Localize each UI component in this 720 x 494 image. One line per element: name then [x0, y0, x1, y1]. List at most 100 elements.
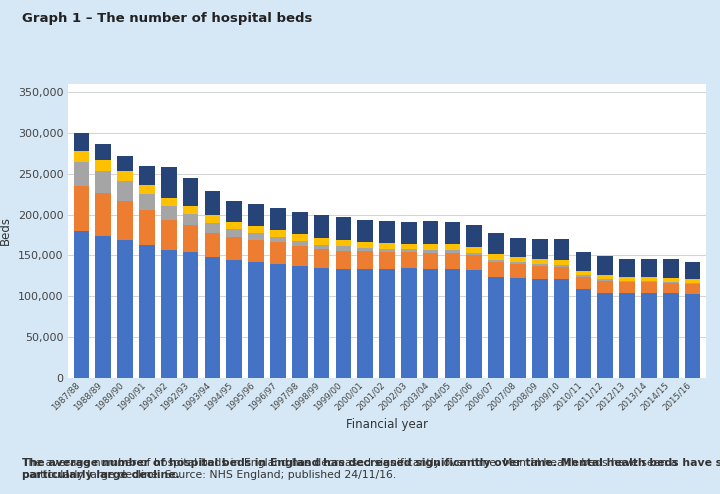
Bar [598, 256, 613, 275]
Bar [467, 247, 482, 253]
Bar [292, 234, 307, 241]
Bar [226, 222, 242, 229]
Bar [226, 201, 242, 222]
Bar [532, 264, 548, 266]
Bar [532, 259, 548, 264]
Bar [161, 206, 176, 219]
Bar [204, 257, 220, 378]
Bar [554, 267, 570, 279]
Bar [554, 239, 570, 260]
Bar [270, 243, 286, 264]
Bar [226, 229, 242, 238]
Bar [401, 249, 417, 252]
Bar [270, 264, 286, 378]
Bar [183, 206, 199, 214]
Text: Graph 1 – The number of hospital beds: Graph 1 – The number of hospital beds [22, 12, 312, 25]
Bar [336, 217, 351, 241]
Bar [183, 225, 199, 252]
Bar [183, 252, 199, 378]
Bar [357, 251, 373, 269]
Bar [445, 250, 460, 253]
Bar [598, 275, 613, 279]
Bar [73, 151, 89, 162]
Bar [204, 233, 220, 257]
Text: The average number of hospital beds in England has decreased significantly over : The average number of hospital beds in E… [22, 458, 720, 480]
Bar [532, 279, 548, 378]
Bar [685, 284, 701, 294]
Bar [619, 259, 635, 277]
Bar [292, 241, 307, 246]
Bar [575, 277, 591, 289]
Bar [204, 191, 220, 215]
Bar [314, 238, 329, 245]
Bar [248, 233, 264, 240]
Bar [161, 250, 176, 378]
Bar [423, 269, 438, 378]
Bar [336, 269, 351, 378]
Bar [619, 283, 635, 293]
Bar [314, 268, 329, 378]
Bar [467, 225, 482, 247]
Bar [554, 260, 570, 265]
Bar [139, 194, 155, 210]
Bar [292, 246, 307, 266]
Bar [510, 264, 526, 278]
Bar [401, 244, 417, 249]
Bar [73, 231, 89, 378]
Bar [532, 266, 548, 279]
Bar [117, 171, 133, 181]
Bar [619, 281, 635, 283]
Bar [73, 162, 89, 186]
Y-axis label: Beds: Beds [0, 216, 12, 246]
Bar [379, 252, 395, 269]
Bar [73, 186, 89, 231]
Bar [379, 269, 395, 378]
Bar [467, 270, 482, 378]
Bar [270, 230, 286, 237]
Bar [96, 193, 111, 236]
Bar [96, 161, 111, 170]
Bar [248, 262, 264, 378]
Bar [226, 260, 242, 378]
Bar [226, 238, 242, 260]
Bar [96, 236, 111, 378]
Bar [314, 249, 329, 268]
Bar [73, 133, 89, 151]
Bar [423, 250, 438, 253]
Bar [619, 277, 635, 281]
Bar [685, 279, 701, 283]
Bar [248, 240, 264, 262]
Bar [445, 253, 460, 269]
Bar [488, 254, 504, 259]
Bar [510, 262, 526, 264]
Bar [139, 185, 155, 194]
Bar [379, 221, 395, 243]
Bar [357, 269, 373, 378]
Bar [685, 294, 701, 378]
Bar [314, 214, 329, 238]
Bar [248, 226, 264, 233]
Bar [423, 253, 438, 269]
Bar [445, 221, 460, 245]
Bar [467, 253, 482, 255]
Text: The average number of hospital beds in England has decreased significantly over : The average number of hospital beds in E… [22, 458, 677, 480]
Bar [117, 240, 133, 378]
Bar [575, 252, 591, 271]
Bar [336, 241, 351, 247]
Bar [117, 201, 133, 240]
Bar [510, 238, 526, 257]
X-axis label: Financial year: Financial year [346, 418, 428, 431]
Bar [575, 289, 591, 378]
Bar [183, 178, 199, 206]
Bar [488, 233, 504, 254]
Bar [357, 219, 373, 242]
Bar [641, 293, 657, 378]
Bar [401, 268, 417, 378]
Bar [357, 247, 373, 251]
Bar [379, 243, 395, 249]
Bar [204, 223, 220, 233]
Bar [532, 239, 548, 259]
Bar [248, 205, 264, 226]
Bar [139, 210, 155, 245]
Bar [336, 247, 351, 250]
